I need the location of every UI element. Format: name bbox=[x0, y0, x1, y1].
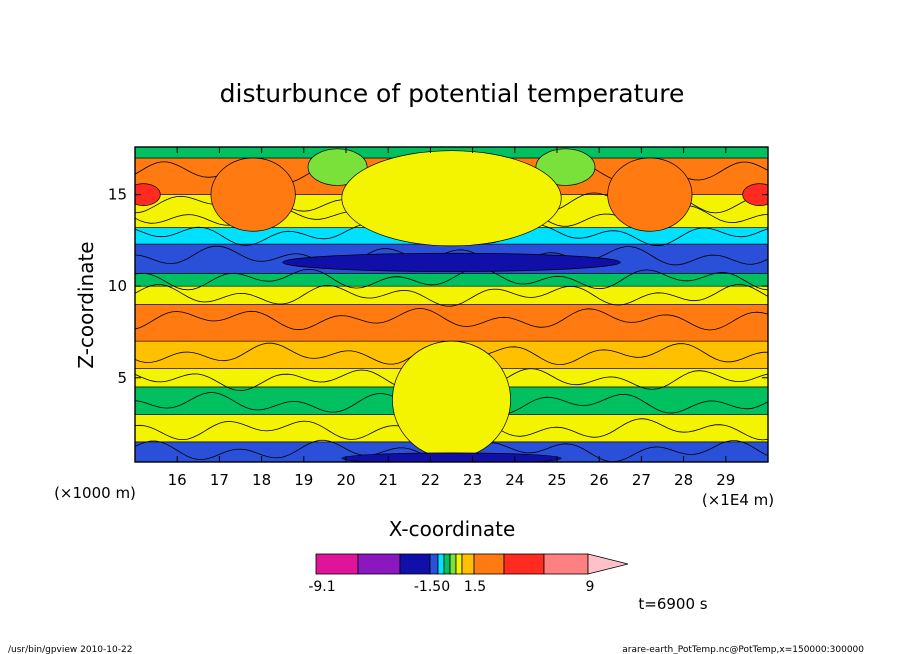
x-tick-label: 24 bbox=[505, 471, 524, 489]
x-tick-label: 29 bbox=[716, 471, 735, 489]
colorbar-swatch bbox=[399, 553, 431, 575]
colorbar-swatch bbox=[455, 553, 463, 575]
colorbar-swatch bbox=[315, 553, 359, 575]
colorbar-label: 1.5 bbox=[464, 579, 486, 595]
contour-line bbox=[135, 284, 768, 307]
plot-frame bbox=[134, 146, 769, 463]
plot-area: 16 17 18 19 20 21 22 23 24 25 26 27 28 29 5 10 15 bbox=[108, 146, 769, 489]
colorbar-label: -1.50 bbox=[414, 579, 450, 595]
contour-blob bbox=[607, 157, 693, 232]
contour-blob bbox=[307, 148, 368, 186]
y-axis-label: Z-coordinate bbox=[74, 241, 98, 368]
contour-field bbox=[135, 147, 768, 462]
y-tick-label: 10 bbox=[108, 277, 127, 295]
x-tick-label: 17 bbox=[210, 471, 229, 489]
footer-left: /usr/bin/gpview 2010-10-22 bbox=[8, 645, 132, 654]
contour-blob bbox=[392, 340, 511, 459]
x-tick-label: 25 bbox=[547, 471, 566, 489]
contour-band bbox=[135, 273, 768, 287]
colorbar-label: 9 bbox=[586, 579, 595, 595]
x-tick-label: 16 bbox=[168, 471, 187, 489]
contour-line bbox=[135, 245, 768, 268]
x-tick-label: 26 bbox=[590, 471, 609, 489]
y-tick-label: 5 bbox=[117, 369, 127, 387]
colorbar-swatch bbox=[437, 553, 445, 575]
contour-blob bbox=[282, 252, 621, 272]
x-tick-label: 28 bbox=[674, 471, 693, 489]
colorbar-arrow bbox=[587, 553, 629, 575]
colorbar-label: -9.1 bbox=[308, 579, 335, 595]
y-tick-label: 15 bbox=[108, 186, 127, 204]
colorbar-swatch bbox=[357, 553, 401, 575]
contour-blob bbox=[341, 150, 562, 247]
y-axis: 5 10 15 bbox=[108, 186, 768, 387]
x-tick-label: 27 bbox=[632, 471, 651, 489]
x-axis: 16 17 18 19 20 21 22 23 24 25 26 27 28 29 bbox=[168, 147, 735, 489]
colorbar-swatch bbox=[443, 553, 451, 575]
contour-line bbox=[135, 307, 768, 331]
colorbar-swatch bbox=[503, 553, 545, 575]
x-tick-label: 21 bbox=[379, 471, 398, 489]
x-tick-label: 18 bbox=[252, 471, 271, 489]
x-axis-label: X-coordinate bbox=[389, 517, 516, 541]
x-unit-left: (×1000 m) bbox=[54, 484, 136, 502]
x-tick-label: 19 bbox=[294, 471, 313, 489]
colorbar-swatch bbox=[461, 553, 475, 575]
chart-title: disturbunce of potential temperature bbox=[220, 79, 685, 108]
x-tick-label: 20 bbox=[336, 471, 355, 489]
colorbar-swatch bbox=[429, 553, 439, 575]
x-tick-label: 22 bbox=[421, 471, 440, 489]
contour-blob bbox=[742, 183, 768, 206]
contour-blob bbox=[135, 183, 161, 206]
colorbar-swatch bbox=[543, 553, 589, 575]
contour-line bbox=[135, 267, 768, 291]
x-unit-right: (×1E4 m) bbox=[702, 491, 774, 509]
colorbar-swatch bbox=[449, 553, 457, 575]
contour-blob bbox=[535, 148, 596, 186]
footer-right: arare-earth_PotTemp.nc@PotTemp,x=150000:… bbox=[622, 645, 864, 654]
colorbar: -9.1 -1.50 1.5 9 bbox=[308, 553, 629, 595]
contour-blob bbox=[341, 452, 562, 462]
contour-blob bbox=[210, 157, 296, 232]
x-tick-label: 23 bbox=[463, 471, 482, 489]
colorbar-swatch bbox=[473, 553, 505, 575]
time-label: t=6900 s bbox=[638, 595, 707, 613]
